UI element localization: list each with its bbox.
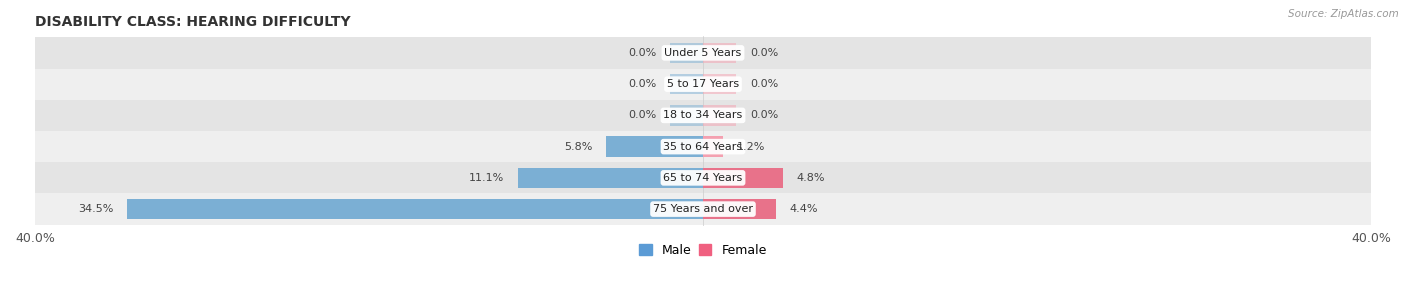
Bar [703, 168, 783, 188]
Bar [35, 131, 1371, 162]
Bar [703, 105, 737, 126]
Text: 18 to 34 Years: 18 to 34 Years [664, 110, 742, 120]
Bar [127, 199, 703, 219]
Bar [703, 43, 737, 63]
Bar [35, 37, 1371, 69]
Bar [35, 69, 1371, 100]
Bar [703, 74, 737, 94]
Text: 4.4%: 4.4% [790, 204, 818, 214]
Text: 11.1%: 11.1% [470, 173, 505, 183]
Text: Source: ZipAtlas.com: Source: ZipAtlas.com [1288, 9, 1399, 19]
Text: 1.2%: 1.2% [737, 142, 765, 152]
Text: 0.0%: 0.0% [749, 110, 778, 120]
Text: 35 to 64 Years: 35 to 64 Years [664, 142, 742, 152]
Text: 0.0%: 0.0% [749, 79, 778, 89]
Bar [35, 162, 1371, 193]
Bar [669, 74, 703, 94]
Text: 5.8%: 5.8% [564, 142, 593, 152]
Text: 0.0%: 0.0% [628, 48, 657, 58]
Text: 4.8%: 4.8% [797, 173, 825, 183]
Bar [35, 100, 1371, 131]
Text: 75 Years and over: 75 Years and over [652, 204, 754, 214]
Text: 0.0%: 0.0% [749, 48, 778, 58]
Text: 34.5%: 34.5% [79, 204, 114, 214]
Text: 0.0%: 0.0% [628, 79, 657, 89]
Bar [669, 105, 703, 126]
Bar [606, 136, 703, 157]
Text: 5 to 17 Years: 5 to 17 Years [666, 79, 740, 89]
Text: 0.0%: 0.0% [628, 110, 657, 120]
Legend: Male, Female: Male, Female [634, 239, 772, 262]
Bar [669, 43, 703, 63]
Text: DISABILITY CLASS: HEARING DIFFICULTY: DISABILITY CLASS: HEARING DIFFICULTY [35, 15, 350, 29]
Text: Under 5 Years: Under 5 Years [665, 48, 741, 58]
Bar [35, 193, 1371, 225]
Text: 65 to 74 Years: 65 to 74 Years [664, 173, 742, 183]
Bar [517, 168, 703, 188]
Bar [703, 199, 776, 219]
Bar [703, 136, 723, 157]
